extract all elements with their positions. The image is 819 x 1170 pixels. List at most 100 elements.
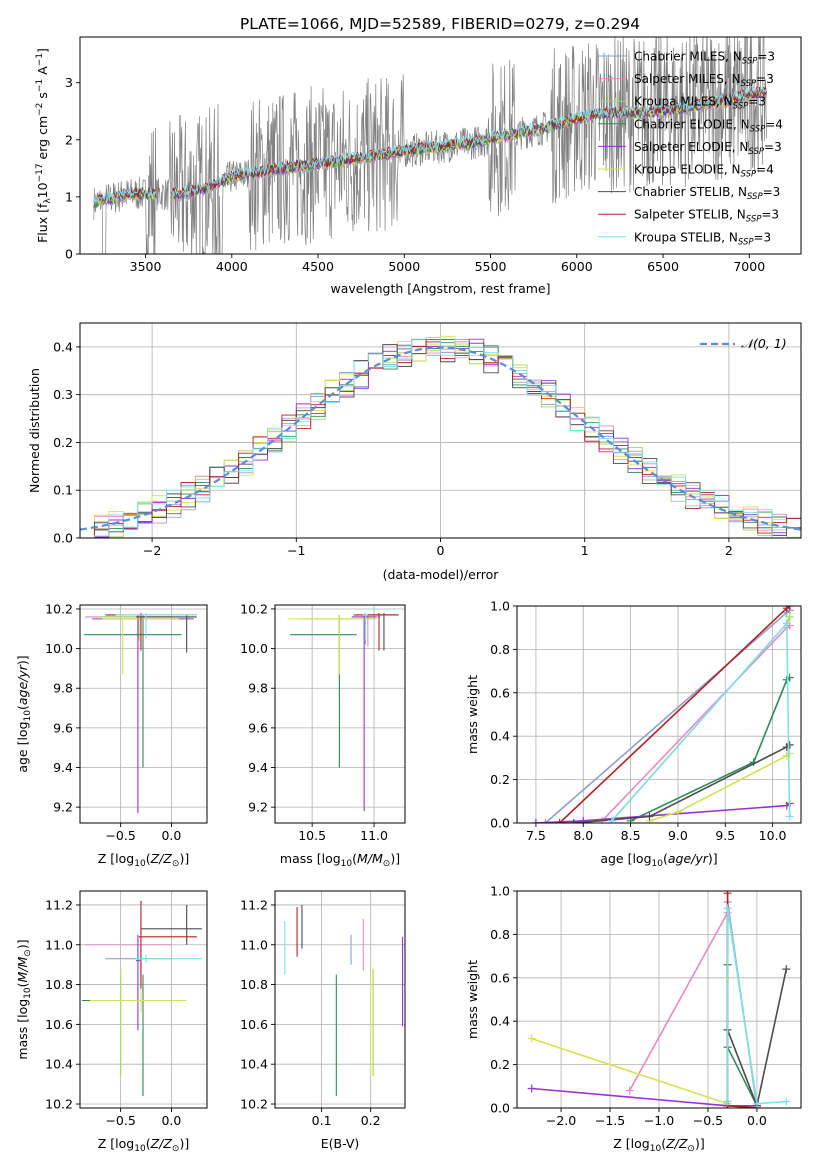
x-axis-label: E(B-V) bbox=[321, 1136, 360, 1151]
x-tick-label: −1.0 bbox=[644, 1113, 674, 1128]
x-tick-label: 10.0 bbox=[759, 828, 787, 843]
x-tick-label: 1 bbox=[581, 543, 589, 558]
chart-mass_weight_vs_age: 7.5 8.0 8.5 9.0 9.5 10.0 0.0 0.2 0.4 0.6 0.8 1.0 age… bbox=[465, 599, 802, 869]
x-axis-label: (data-model)/error bbox=[383, 567, 500, 582]
x-axis-label: age [log10(age/yr)] bbox=[600, 851, 717, 869]
x-tick-label: 4500 bbox=[302, 259, 334, 274]
chart-mass_vs_ebv: 0.1 0.2 10.2 10.4 10.6 10.8 11.0 11.2 E(B-V) bbox=[240, 890, 406, 1151]
weight-marker bbox=[785, 612, 794, 621]
y-tick-label: 10.2 bbox=[240, 1097, 268, 1112]
weight-marker bbox=[723, 904, 732, 913]
y-tick-label: 9.8 bbox=[53, 681, 73, 696]
legend-entry: Kroupa STELIB, NSSP=3 bbox=[634, 230, 771, 247]
plot-area bbox=[275, 891, 405, 1108]
x-tick-label: 5500 bbox=[475, 259, 507, 274]
weight-marker bbox=[723, 891, 732, 898]
plot-content bbox=[84, 612, 197, 814]
weight-marker bbox=[785, 749, 794, 758]
model-series-8 bbox=[93, 85, 767, 206]
y-axis-label: Normed distribution bbox=[27, 368, 42, 493]
x-tick-label: 4000 bbox=[216, 259, 248, 274]
plot-content bbox=[82, 900, 202, 1097]
weight-marker bbox=[579, 816, 588, 823]
weight-marker bbox=[607, 816, 616, 823]
plot-content bbox=[527, 891, 791, 1108]
weight-marker bbox=[782, 619, 791, 628]
weight-marker bbox=[527, 1084, 536, 1093]
y-tick-label: 10.2 bbox=[240, 601, 268, 616]
x-tick-label: 2 bbox=[725, 543, 733, 558]
weight-marker bbox=[785, 740, 794, 749]
weight-marker bbox=[527, 1034, 536, 1043]
y-tick-label: 9.6 bbox=[53, 720, 73, 735]
chart-mass_vs_Z: −0.5 0.0 10.2 10.4 10.6 10.8 11.0 11.2 Z [log10(… bbox=[15, 890, 208, 1154]
plot-content bbox=[93, 37, 767, 254]
x-tick-label: 5000 bbox=[388, 259, 420, 274]
x-tick-label: 7.5 bbox=[526, 828, 546, 843]
x-tick-label: 0.0 bbox=[161, 828, 181, 843]
legend-entry: Salpeter STELIB, NSSP=3 bbox=[634, 208, 779, 225]
figure-title: PLATE=1066, MJD=52589, FIBERID=0279, z=0… bbox=[240, 15, 640, 33]
x-tick-label: 6000 bbox=[561, 259, 593, 274]
y-tick-label: 0.2 bbox=[490, 772, 510, 787]
weight-series-8 bbox=[726, 908, 787, 1105]
y-tick-label: 11.0 bbox=[240, 937, 268, 952]
x-tick-label: 8.0 bbox=[573, 828, 593, 843]
x-tick-label: −0.5 bbox=[105, 828, 135, 843]
y-tick-label: 0.4 bbox=[53, 339, 73, 354]
x-tick-label: 3500 bbox=[130, 259, 162, 274]
weight-marker bbox=[531, 819, 540, 823]
legend-entry: Salpeter MILES, NSSP=3 bbox=[634, 72, 774, 89]
weight-marker bbox=[645, 812, 654, 821]
chart-age_vs_mass: 10.5 11.0 9.2 9.4 9.6 9.8 10.0 10.2 mass [log10(… bbox=[240, 601, 406, 869]
legend-entry: Chabrier ELODIE, NSSP=4 bbox=[634, 117, 783, 134]
legend-entry: Kroupa MILES, NSSP=3 bbox=[634, 95, 766, 112]
y-tick-label: 0.1 bbox=[53, 483, 73, 498]
plot-content bbox=[284, 904, 404, 1097]
y-tick-label: 0.2 bbox=[490, 1057, 510, 1072]
x-tick-label: 7000 bbox=[733, 259, 765, 274]
y-tick-label: 11.2 bbox=[240, 897, 268, 912]
x-tick-label: 8.5 bbox=[621, 828, 641, 843]
axes-frame bbox=[79, 604, 208, 824]
x-tick-label: −2.0 bbox=[546, 1113, 576, 1128]
x-tick-label: −2 bbox=[143, 543, 161, 558]
y-tick-label: 0.6 bbox=[490, 970, 510, 985]
y-tick-label: 9.4 bbox=[53, 760, 73, 775]
x-tick-label: −0.5 bbox=[105, 1113, 135, 1128]
y-tick-label: 1.0 bbox=[490, 884, 510, 899]
y-axis-label: mass [log10(M/M⊙)] bbox=[15, 939, 33, 1059]
y-tick-label: 9.2 bbox=[53, 800, 73, 815]
y-tick-label: 9.4 bbox=[248, 760, 268, 775]
y-tick-label: 0.8 bbox=[490, 642, 510, 657]
y-tick-label: 10.2 bbox=[45, 1097, 73, 1112]
y-tick-label: 0.0 bbox=[490, 816, 510, 831]
legend-entry: Salpeter ELODIE, NSSP=3 bbox=[634, 140, 782, 157]
plot-content bbox=[80, 335, 801, 538]
weight-marker bbox=[555, 819, 564, 823]
legend-entry: Kroupa ELODIE, NSSP=4 bbox=[634, 163, 774, 180]
weight-marker bbox=[782, 1097, 791, 1106]
y-tick-label: 0.4 bbox=[490, 1014, 510, 1029]
plot-content bbox=[531, 606, 794, 823]
y-tick-label: 10.4 bbox=[240, 1057, 268, 1072]
y-tick-label: 0.0 bbox=[53, 531, 73, 546]
y-tick-label: 11.2 bbox=[45, 897, 73, 912]
axes-frame bbox=[79, 36, 802, 255]
x-tick-label: 11.0 bbox=[360, 828, 388, 843]
axes-frame bbox=[516, 605, 802, 824]
weight-marker bbox=[782, 965, 791, 974]
y-tick-label: 10.6 bbox=[240, 1017, 268, 1032]
chart-residuals: 𝒩(0, 1) −2 −1 0 1 2 0.0 0.1 0.2 0.3 0.4 (data-model… bbox=[27, 322, 802, 582]
x-tick-label: 9.0 bbox=[668, 828, 688, 843]
weight-marker bbox=[785, 812, 794, 821]
x-tick-label: 0.1 bbox=[312, 1113, 332, 1128]
y-tick-label: 10.0 bbox=[45, 641, 73, 656]
plot-area bbox=[517, 606, 801, 823]
y-axis-label: mass weight bbox=[465, 675, 480, 754]
chart-age_vs_Z: −0.5 0.0 9.2 9.4 9.6 9.8 10.0 10.2 Z [log10(Z/Z⊙… bbox=[15, 601, 208, 869]
y-tick-label: 0.3 bbox=[53, 387, 73, 402]
y-tick-label: 11.0 bbox=[45, 937, 73, 952]
y-tick-label: 1 bbox=[65, 189, 73, 204]
y-tick-label: 10.4 bbox=[45, 1057, 73, 1072]
